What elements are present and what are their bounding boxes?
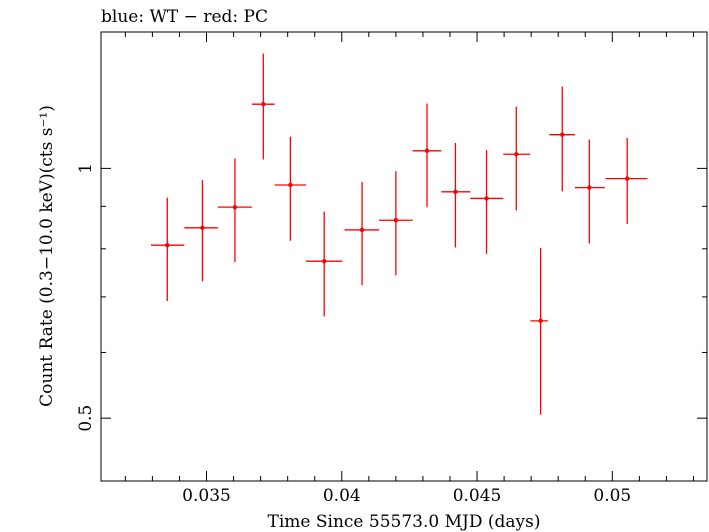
data-point (530, 247, 548, 415)
data-point (184, 180, 218, 282)
point-marker (200, 225, 205, 230)
x-axis-label: Time Since 55573.0 MJD (days) (268, 512, 541, 532)
point-marker (538, 318, 543, 324)
x-tick-label: 0.035 (182, 486, 231, 506)
data-point (344, 181, 380, 286)
point-marker (288, 182, 293, 188)
data-point (412, 103, 442, 208)
data-point (549, 86, 575, 192)
plot-frame (100, 31, 708, 482)
point-marker (321, 258, 327, 264)
data-point (605, 137, 648, 224)
point-marker (359, 227, 365, 233)
point-marker (560, 132, 565, 137)
x-axis-ticks: 0.035 0.04 0.045 0.05 (124, 32, 694, 506)
data-point (503, 106, 531, 211)
chart-title: blue: WT − red: PC (101, 7, 268, 27)
data-point (151, 197, 185, 302)
y-axis-label: Count Rate (0.3−10.0 keV)(cts s⁻¹) (37, 105, 57, 407)
data-point (379, 171, 413, 276)
point-marker (453, 189, 458, 195)
x-tick-label: 0.05 (593, 486, 631, 506)
point-marker (424, 148, 430, 153)
data-point (470, 150, 504, 254)
point-marker (514, 152, 519, 157)
point-marker (587, 185, 592, 190)
point-marker (624, 176, 630, 181)
data-point (251, 53, 275, 160)
data-point (306, 211, 343, 317)
x-tick-label: 0.045 (453, 486, 502, 506)
point-marker (393, 218, 399, 223)
point-marker (165, 243, 170, 248)
data-series (151, 53, 648, 415)
data-point (274, 136, 307, 241)
y-tick-label: 0.5 (76, 405, 96, 432)
y-tick-label: 1 (76, 163, 96, 174)
y-axis-ticks: 0.51 (76, 163, 707, 432)
data-point (574, 139, 605, 244)
x-tick-label: 0.04 (323, 486, 361, 506)
point-marker (261, 101, 266, 107)
point-marker (232, 204, 238, 210)
point-marker (484, 196, 489, 201)
data-point (217, 158, 252, 263)
data-point (441, 142, 471, 248)
